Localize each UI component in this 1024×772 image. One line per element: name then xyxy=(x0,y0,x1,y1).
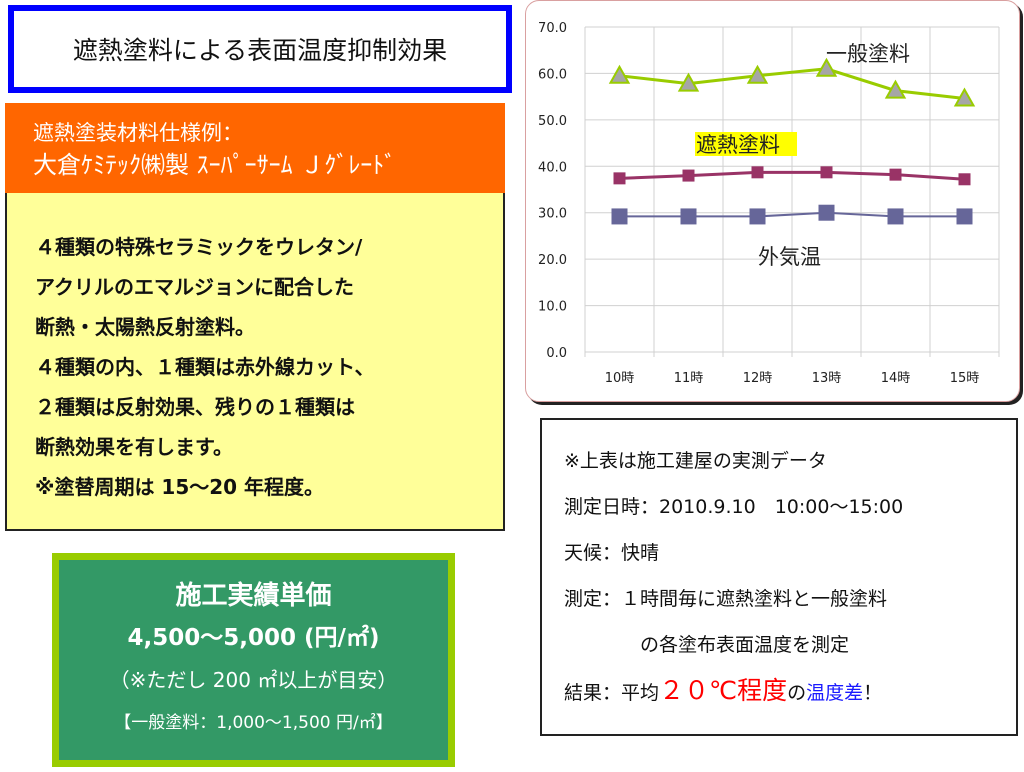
result-blue: 温度差 xyxy=(806,682,864,704)
spec-line: ※塗替周期は 15～20 年程度。 xyxy=(35,475,325,499)
data-point xyxy=(613,172,626,185)
spec-label: 遮熱塗装材料仕様例： xyxy=(33,121,243,145)
series-label-highlight xyxy=(695,132,797,156)
price-range: 4,500～5,000 (円/㎡) xyxy=(127,625,380,651)
spec-line: ２種類は反射効果、残りの１種類は xyxy=(35,395,355,419)
series-line xyxy=(619,211,965,218)
y-tick-label: 50.0 xyxy=(538,114,567,129)
x-tick-label: 10時 xyxy=(605,371,635,386)
result-highlight: ２０℃程度 xyxy=(659,676,788,705)
data-point xyxy=(677,72,700,92)
y-tick-label: 60.0 xyxy=(538,67,567,82)
price-title: 施工実績単価 xyxy=(175,581,332,611)
data-point xyxy=(751,166,764,179)
data-point xyxy=(956,208,973,225)
data-point xyxy=(611,208,628,225)
result-prefix: 結果：平均 xyxy=(564,682,660,704)
result-end: ！ xyxy=(863,682,883,704)
note-line: 測定：１時間毎に遮熱塗料と一般塗料 xyxy=(564,588,888,610)
x-tick-label: 15時 xyxy=(950,371,980,386)
data-point xyxy=(608,64,631,84)
data-point xyxy=(820,166,833,179)
y-tick-label: 0.0 xyxy=(546,346,567,361)
x-tick-label: 11時 xyxy=(674,371,704,386)
spec-line: 断熱・太陽熱反射塗料。 xyxy=(35,315,255,339)
x-tick-label: 13時 xyxy=(812,371,842,386)
note-line: 天候：快晴 xyxy=(564,542,660,564)
chart-svg: 0.0 10.0 20.0 30.0 40.0 50.0 60.0 70.0 10時 11時 12時… xyxy=(538,21,1000,386)
note-line: ※上表は施工建屋の実測データ xyxy=(564,450,827,472)
series-label: 一般塗料 xyxy=(826,42,910,66)
note-line: 測定日時：2010.9.10 10:00～15:00 xyxy=(564,496,904,518)
data-point xyxy=(889,168,902,181)
price-general: 【一般塗料：1,000～1,500 円/㎡】 xyxy=(114,713,393,733)
spec-header: 遮熱塗装材料仕様例： 大倉ｹﾐﾃｯｸ㈱製 ｽｰﾊﾟｰｻｰﾑ Ｊｸﾞﾚｰﾄﾞ xyxy=(5,103,505,193)
spec-line: ４種類の特殊セラミックをウレタン/ xyxy=(35,235,363,259)
series-line xyxy=(619,170,965,181)
y-tick-label: 40.0 xyxy=(538,160,567,175)
spec-line: ４種類の内、１種類は赤外線カット、 xyxy=(35,355,375,379)
temperature-chart: 0.0 10.0 20.0 30.0 40.0 50.0 60.0 70.0 10時 11時 12時… xyxy=(525,0,1020,402)
spec-line: 断熱効果を有します。 xyxy=(35,435,233,459)
series-label: 遮熱塗料 xyxy=(696,133,780,157)
data-point xyxy=(682,169,695,182)
data-point xyxy=(746,64,769,84)
page-title: 遮熱塗料による表面温度抑制効果 xyxy=(8,5,512,93)
spec-line: アクリルのエマルジョンに配合した xyxy=(35,275,354,299)
note-line: の各塗布表面温度を測定 xyxy=(640,634,850,656)
y-tick-label: 20.0 xyxy=(538,253,567,268)
data-point xyxy=(815,57,838,77)
series-label: 外気温 xyxy=(758,245,821,269)
y-tick-label: 70.0 xyxy=(538,21,567,36)
price-box: 施工実績単価 4,500～5,000 (円/㎡) （※ただし 200 ㎡以上が目… xyxy=(52,553,455,767)
spec-description: ４種類の特殊セラミックをウレタン/ アクリルのエマルジョンに配合した 断熱・太陽… xyxy=(5,193,505,531)
data-point xyxy=(953,87,976,107)
data-point xyxy=(749,208,766,225)
series-line xyxy=(619,67,965,100)
x-tick-label: 12時 xyxy=(743,371,773,386)
y-tick-label: 10.0 xyxy=(538,300,567,315)
x-tick-label: 14時 xyxy=(881,371,911,386)
data-point xyxy=(884,79,907,99)
data-point xyxy=(887,208,904,225)
note-result: 結果：平均２０℃程度の温度差！ xyxy=(564,668,1016,716)
data-point xyxy=(680,208,697,225)
result-no: の xyxy=(787,682,807,704)
data-point xyxy=(958,173,971,186)
spec-product: 大倉ｹﾐﾃｯｸ㈱製 ｽｰﾊﾟｰｻｰﾑ Ｊｸﾞﾚｰﾄﾞ xyxy=(33,151,397,179)
measurement-note: ※上表は施工建屋の実測データ 測定日時：2010.9.10 10:00～15:0… xyxy=(540,418,1018,736)
y-tick-label: 30.0 xyxy=(538,207,567,222)
data-point xyxy=(818,204,835,221)
price-condition: （※ただし 200 ㎡以上が目安） xyxy=(109,668,398,692)
